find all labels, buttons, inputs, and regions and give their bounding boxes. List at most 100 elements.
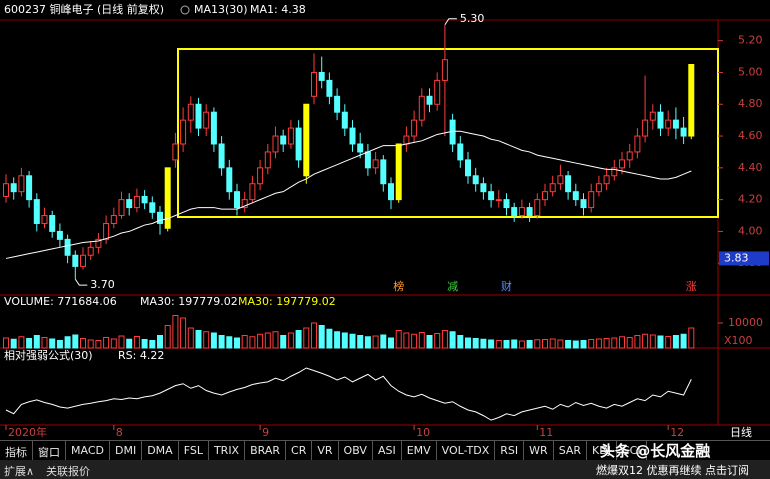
tab[interactable]: CR [286, 441, 313, 461]
volume-bar [141, 339, 148, 349]
candle-body [580, 199, 587, 209]
tab[interactable]: BRAR [245, 441, 287, 461]
period-label: 日线 [730, 425, 752, 439]
tab[interactable]: 窗口 [33, 441, 66, 461]
tab[interactable]: DMA [142, 441, 179, 461]
volume-bar [457, 335, 464, 349]
candle-body [334, 95, 341, 113]
tab[interactable]: CCI [617, 441, 647, 461]
volume-bar [80, 338, 86, 349]
candle-body [526, 207, 533, 217]
candle-body [118, 199, 125, 217]
tab[interactable]: ASI [373, 441, 402, 461]
volume-label: VOLUME: 771684.06 [4, 295, 117, 308]
volume-bar [557, 339, 564, 349]
candle-body [418, 95, 425, 121]
tab[interactable]: 指标 [0, 441, 33, 461]
candle-body [234, 191, 240, 209]
volume-bar [149, 340, 156, 349]
volume-bar [41, 337, 48, 349]
chart: 600237 铜峰电子 (日线 前复权) MA13(30) MA1: 4.38 … [0, 2, 770, 439]
volume-bar [334, 331, 341, 349]
volume-bar [603, 338, 610, 349]
volume-bar [572, 340, 579, 349]
volume-bar [642, 333, 649, 349]
tab[interactable]: EMV [402, 441, 437, 461]
volume-bar [680, 333, 687, 349]
tab[interactable]: DMI [110, 441, 143, 461]
candle-body [518, 207, 525, 217]
volume-bar [64, 336, 71, 349]
candle-body [164, 167, 171, 229]
volume-bar [87, 339, 94, 349]
candle-body [341, 111, 348, 129]
x-tick-label: 9 [262, 426, 269, 439]
candle-body [511, 207, 518, 217]
ma-line [5, 130, 692, 259]
rs-value: RS: 4.22 [118, 349, 164, 362]
tab[interactable]: KDJ [587, 441, 617, 461]
candle-body [403, 135, 410, 145]
volume-bar [95, 340, 102, 349]
volume-bar [349, 333, 356, 349]
volume-bar [472, 338, 479, 349]
candle-body [257, 167, 264, 185]
volume-bar [249, 336, 256, 349]
candle-body [149, 202, 156, 213]
rs-line [5, 367, 692, 421]
tab[interactable]: OBV [339, 441, 373, 461]
candle-body [488, 191, 495, 201]
volume-bar [595, 338, 602, 349]
volume-bar [588, 339, 595, 349]
candle-body [180, 119, 187, 145]
volume-bar [580, 340, 587, 349]
x-tick-label: 2020年 [8, 425, 47, 439]
tab[interactable]: SAR [554, 441, 588, 461]
tab[interactable]: VR [312, 441, 339, 461]
candle-body [187, 103, 194, 121]
tab[interactable]: FSL [179, 441, 209, 461]
candle-body [241, 199, 248, 209]
quote-button[interactable]: 关联报价 [46, 465, 90, 478]
x-tick-label: 12 [670, 426, 684, 439]
volume-bar [218, 335, 225, 349]
candle-body [380, 159, 387, 185]
candle-body [18, 175, 25, 193]
volume-bar [357, 335, 364, 349]
watermark: 头条 @长风金融 [600, 442, 711, 460]
volume-bar [280, 335, 287, 349]
volume-bar [542, 339, 548, 349]
rs-label: 相对强弱公式(30) [4, 348, 93, 362]
event-marker: 榜 [393, 279, 404, 293]
tab[interactable]: WR [524, 441, 554, 461]
tab[interactable]: VOL-TDX [437, 441, 496, 461]
candle-body [472, 175, 479, 185]
candle-body [395, 143, 402, 201]
volume-bar [688, 327, 695, 349]
volume-bar [203, 331, 210, 349]
candle-body [264, 151, 271, 169]
candle-body [172, 143, 179, 161]
candle-body [619, 159, 625, 169]
volume-bar [518, 340, 525, 349]
tab[interactable]: RSI [495, 441, 525, 461]
candle-body [249, 183, 256, 201]
candle-body [626, 151, 633, 161]
candle-body [557, 175, 564, 185]
expand-button[interactable]: 扩展∧ [4, 465, 35, 478]
tab[interactable]: MACD [66, 441, 110, 461]
volume-bar [426, 335, 433, 349]
candle-body [634, 135, 641, 153]
candle-body [372, 159, 379, 169]
volume-bar [49, 338, 56, 349]
y-tick-label: 4.20 [738, 193, 763, 206]
tab[interactable]: TRIX [209, 441, 246, 461]
volume-bar [164, 325, 171, 349]
last-price: 3.83 [724, 251, 749, 264]
volume-bar [241, 335, 248, 349]
event-marker: 涨 [686, 280, 697, 293]
volume-bar [133, 336, 140, 349]
y-tick-label: 4.00 [738, 224, 763, 237]
highlight-box [177, 48, 719, 218]
candle-body [357, 143, 364, 153]
